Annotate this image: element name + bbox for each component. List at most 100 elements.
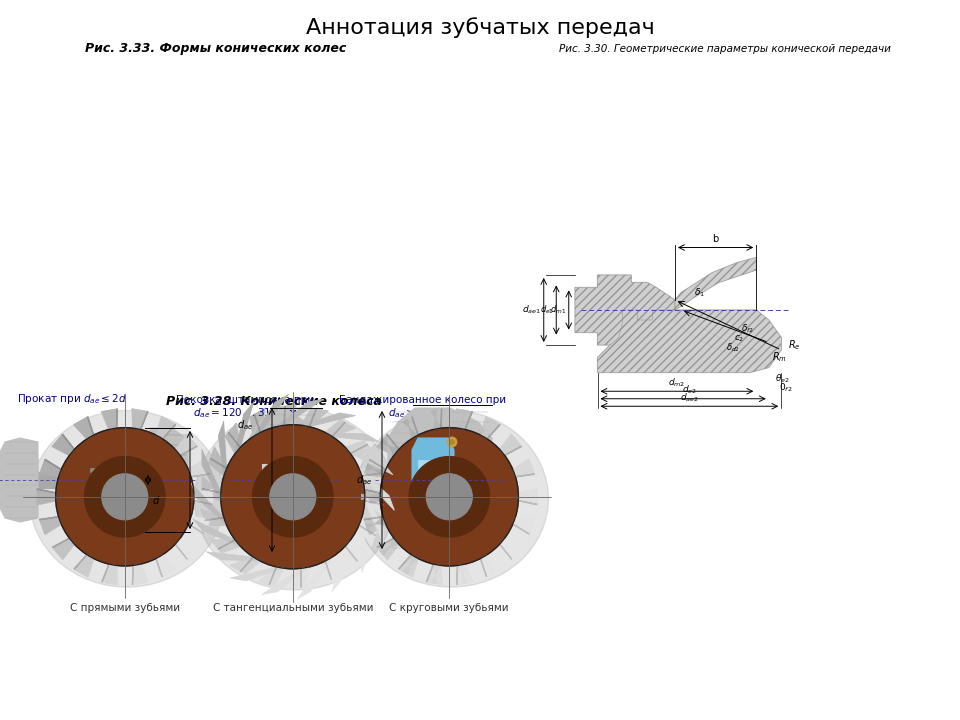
Polygon shape <box>300 408 328 427</box>
Polygon shape <box>132 564 148 585</box>
Polygon shape <box>156 559 162 577</box>
Polygon shape <box>499 438 518 455</box>
Polygon shape <box>132 409 149 430</box>
Text: $d_{ae1}$: $d_{ae1}$ <box>522 304 541 316</box>
Ellipse shape <box>102 474 148 520</box>
Polygon shape <box>253 395 289 436</box>
Ellipse shape <box>447 437 457 447</box>
Polygon shape <box>188 517 210 534</box>
Ellipse shape <box>409 456 490 537</box>
Polygon shape <box>380 539 399 556</box>
Polygon shape <box>376 538 399 559</box>
Polygon shape <box>276 399 324 427</box>
Polygon shape <box>39 517 59 520</box>
Polygon shape <box>180 446 197 455</box>
Polygon shape <box>380 438 399 455</box>
Text: $d$: $d$ <box>152 494 160 506</box>
Polygon shape <box>39 459 61 477</box>
Polygon shape <box>366 464 386 477</box>
Polygon shape <box>202 477 221 501</box>
Polygon shape <box>366 517 386 530</box>
Polygon shape <box>218 421 227 476</box>
Text: $d_{m2}$: $d_{m2}$ <box>668 377 685 389</box>
Polygon shape <box>248 410 320 550</box>
Ellipse shape <box>270 474 316 520</box>
Text: b: b <box>712 234 718 244</box>
Polygon shape <box>403 554 419 575</box>
Polygon shape <box>359 468 385 485</box>
Text: $c_2$: $c_2$ <box>733 333 744 344</box>
Polygon shape <box>36 489 56 505</box>
Text: $d_{e2}$: $d_{e2}$ <box>682 384 697 396</box>
Polygon shape <box>376 434 399 456</box>
Text: $\delta_{f2}$: $\delta_{f2}$ <box>741 323 755 335</box>
Polygon shape <box>175 539 197 559</box>
Polygon shape <box>412 438 454 522</box>
Ellipse shape <box>195 408 396 590</box>
Polygon shape <box>297 557 332 599</box>
Polygon shape <box>36 489 56 493</box>
Polygon shape <box>39 459 61 477</box>
Polygon shape <box>513 459 535 477</box>
Polygon shape <box>289 567 310 590</box>
Polygon shape <box>675 310 756 362</box>
Polygon shape <box>191 483 227 525</box>
Polygon shape <box>359 525 375 536</box>
Polygon shape <box>325 433 379 442</box>
Polygon shape <box>364 517 383 520</box>
Polygon shape <box>53 434 75 455</box>
Polygon shape <box>309 409 317 427</box>
Ellipse shape <box>426 474 472 520</box>
Text: $d_{ae}$: $d_{ae}$ <box>237 418 253 432</box>
Polygon shape <box>74 416 94 439</box>
Polygon shape <box>210 539 241 553</box>
Polygon shape <box>262 567 309 595</box>
Polygon shape <box>194 488 213 505</box>
Polygon shape <box>431 564 441 584</box>
Polygon shape <box>102 409 117 430</box>
Polygon shape <box>156 554 176 577</box>
Polygon shape <box>518 488 538 505</box>
Polygon shape <box>140 412 148 430</box>
Polygon shape <box>345 539 361 571</box>
Text: $d_{ae}$: $d_{ae}$ <box>356 473 372 487</box>
Polygon shape <box>675 310 756 362</box>
Polygon shape <box>0 438 38 522</box>
Polygon shape <box>52 538 75 559</box>
Polygon shape <box>365 492 384 517</box>
Polygon shape <box>276 404 297 427</box>
Polygon shape <box>74 417 94 439</box>
Polygon shape <box>480 419 495 439</box>
Polygon shape <box>201 509 227 526</box>
Polygon shape <box>575 275 675 345</box>
Polygon shape <box>156 554 176 577</box>
Polygon shape <box>456 564 473 585</box>
Polygon shape <box>499 539 518 556</box>
Polygon shape <box>101 409 118 430</box>
Polygon shape <box>499 544 512 559</box>
Polygon shape <box>204 518 224 521</box>
Polygon shape <box>359 517 377 547</box>
Polygon shape <box>365 501 384 505</box>
Polygon shape <box>425 409 443 430</box>
Text: $0_{f2}$: $0_{f2}$ <box>779 382 792 394</box>
Polygon shape <box>346 546 357 562</box>
Polygon shape <box>218 540 235 549</box>
Polygon shape <box>175 434 197 455</box>
Polygon shape <box>513 517 533 530</box>
Polygon shape <box>74 554 87 569</box>
Polygon shape <box>74 554 94 577</box>
Polygon shape <box>194 489 213 505</box>
Ellipse shape <box>84 456 165 537</box>
Polygon shape <box>229 557 261 574</box>
Polygon shape <box>102 564 117 585</box>
Polygon shape <box>193 519 240 546</box>
Polygon shape <box>132 409 148 430</box>
Polygon shape <box>518 500 538 505</box>
Text: Бандажированное колесо при
$d_{ae} \geq 180$ мм: Бандажированное колесо при $d_{ae} \geq … <box>339 395 506 420</box>
Polygon shape <box>499 434 522 456</box>
Polygon shape <box>102 564 109 582</box>
Ellipse shape <box>56 428 194 566</box>
Text: Рис. 3.33. Формы конических колес: Рис. 3.33. Формы конических колес <box>85 42 347 55</box>
Polygon shape <box>359 518 368 572</box>
